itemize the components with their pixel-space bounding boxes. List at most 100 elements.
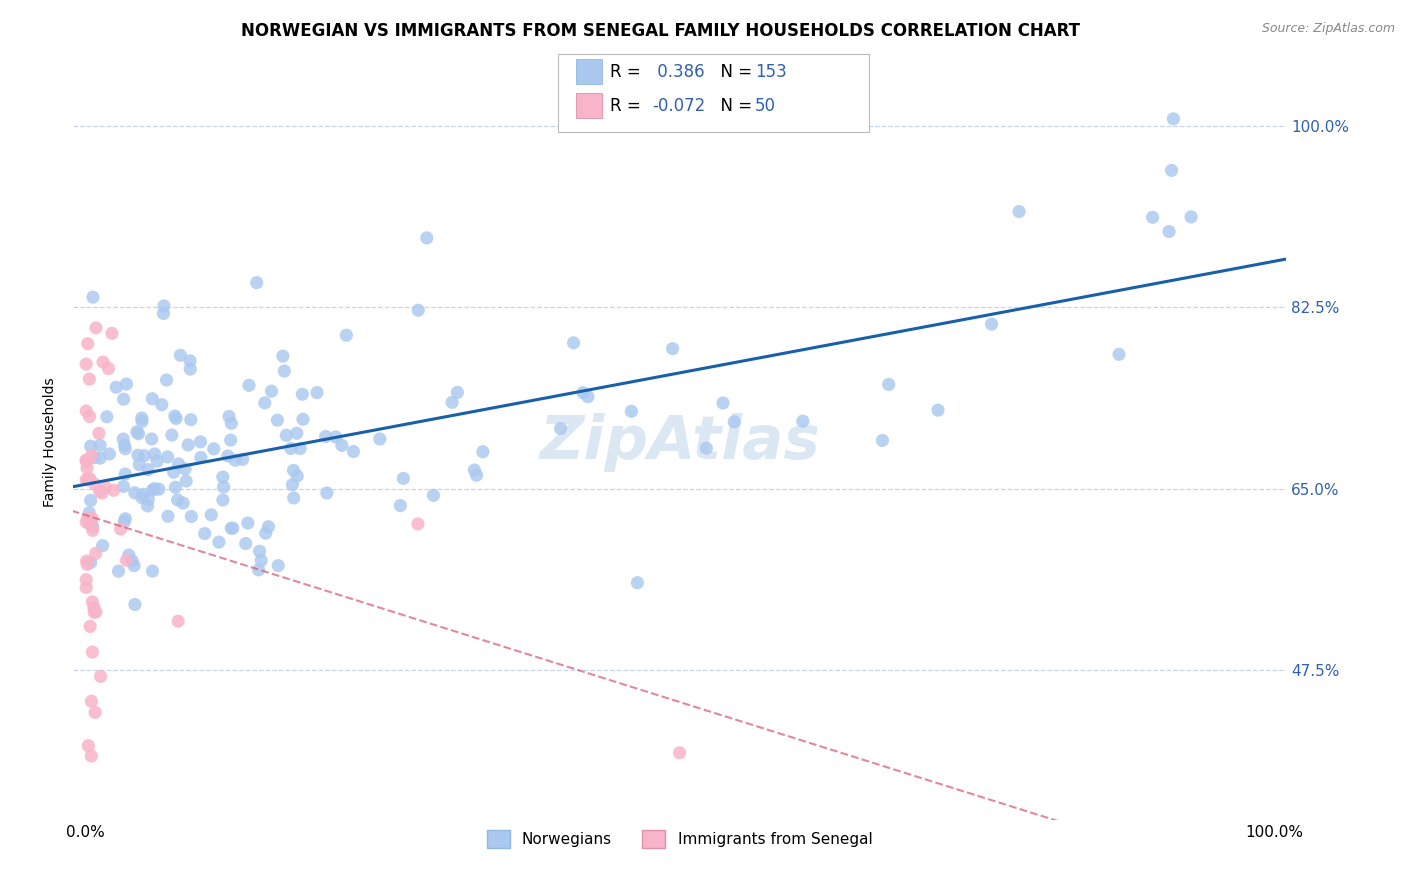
Point: [80, 749, 103, 764]
Point: [75, 515, 97, 529]
Point: [471, 444, 494, 458]
Point: [76, 455, 98, 469]
Point: [169, 348, 191, 362]
Point: [90, 669, 112, 683]
Point: [91, 486, 114, 500]
Point: [79, 517, 101, 532]
Point: [283, 491, 305, 505]
Point: [114, 438, 136, 452]
Point: [422, 488, 444, 502]
Point: [163, 465, 186, 479]
Point: [89, 484, 111, 499]
Point: [143, 482, 166, 496]
Point: [180, 509, 202, 524]
Point: [115, 553, 138, 567]
Point: [82, 290, 104, 304]
Point: [180, 413, 202, 427]
Point: [325, 430, 347, 444]
Point: [150, 398, 173, 412]
Point: [257, 520, 280, 534]
Point: [127, 448, 149, 462]
Point: [792, 414, 814, 428]
Point: [1157, 225, 1180, 239]
Point: [194, 526, 217, 541]
Point: [103, 483, 125, 498]
Point: [82, 519, 104, 533]
Point: [101, 326, 124, 341]
Text: N =: N =: [710, 62, 758, 80]
Point: [110, 522, 132, 536]
Point: [212, 480, 235, 494]
Point: [276, 428, 298, 442]
Text: NORWEGIAN VS IMMIGRANTS FROM SENEGAL FAMILY HOUSEHOLDS CORRELATION CHART: NORWEGIAN VS IMMIGRANTS FROM SENEGAL FAM…: [242, 22, 1080, 40]
Point: [97, 361, 120, 376]
Point: [166, 492, 188, 507]
Point: [141, 392, 163, 406]
Point: [153, 299, 176, 313]
Point: [157, 509, 180, 524]
Point: [79, 372, 101, 386]
Point: [221, 521, 243, 535]
Point: [160, 428, 183, 442]
Point: [219, 433, 242, 447]
Point: [75, 453, 97, 467]
Point: [247, 563, 270, 577]
Point: [121, 554, 143, 568]
Point: [141, 564, 163, 578]
Point: [75, 357, 97, 371]
Point: [668, 746, 690, 760]
Point: [441, 395, 464, 409]
Point: [148, 482, 170, 496]
Point: [285, 469, 308, 483]
Point: [249, 544, 271, 558]
Point: [273, 364, 295, 378]
Legend: Norwegians, Immigrants from Senegal: Norwegians, Immigrants from Senegal: [481, 824, 879, 854]
Point: [112, 479, 135, 493]
Point: [222, 521, 245, 535]
Y-axis label: Family Households: Family Households: [44, 377, 58, 507]
Point: [177, 438, 200, 452]
Point: [134, 449, 156, 463]
Point: [172, 496, 194, 510]
Point: [79, 409, 101, 424]
Text: Source: ZipAtlas.com: Source: ZipAtlas.com: [1261, 22, 1395, 36]
Point: [416, 231, 439, 245]
Point: [141, 432, 163, 446]
Point: [330, 438, 353, 452]
Text: ZipAtlas: ZipAtlas: [538, 413, 820, 472]
Point: [291, 412, 314, 426]
Point: [75, 404, 97, 418]
Point: [79, 493, 101, 508]
Point: [105, 380, 128, 394]
Point: [406, 516, 429, 531]
Point: [1163, 112, 1185, 126]
Point: [465, 468, 488, 483]
Point: [125, 425, 148, 439]
Point: [114, 512, 136, 526]
Text: N =: N =: [710, 97, 758, 115]
Point: [75, 473, 97, 487]
Point: [77, 473, 100, 487]
Point: [572, 385, 595, 400]
Point: [723, 415, 745, 429]
Point: [136, 492, 159, 507]
Point: [260, 384, 283, 399]
Point: [253, 396, 276, 410]
Point: [75, 453, 97, 467]
Point: [83, 600, 105, 615]
Point: [84, 546, 107, 560]
Point: [76, 558, 98, 572]
Point: [156, 450, 179, 464]
Point: [75, 573, 97, 587]
Point: [190, 450, 212, 465]
Point: [626, 575, 648, 590]
Point: [82, 595, 104, 609]
Point: [315, 429, 337, 443]
Point: [80, 511, 103, 525]
Point: [389, 499, 412, 513]
Point: [266, 413, 288, 427]
Text: R =: R =: [610, 62, 647, 80]
Point: [305, 385, 328, 400]
Point: [79, 619, 101, 633]
Point: [368, 432, 391, 446]
